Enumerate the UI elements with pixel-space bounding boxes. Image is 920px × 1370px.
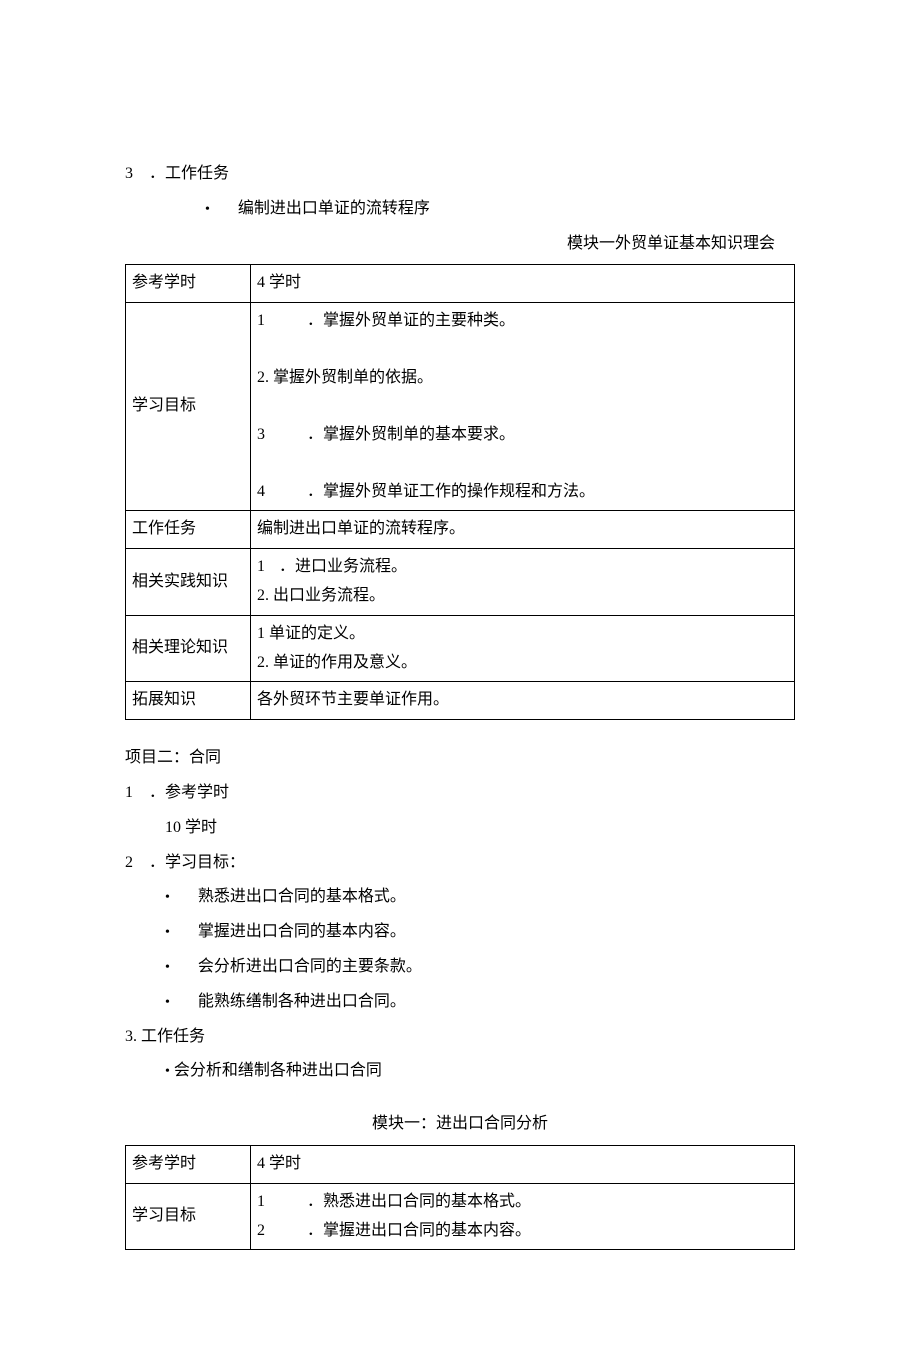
table-row: 相关实践知识 1 ．进口业务流程。 2. 出口业务流程。	[126, 549, 795, 616]
section2-item2-text: ．学习目标：	[149, 849, 245, 878]
bullet-icon: •	[165, 920, 170, 945]
cell-num: 3	[257, 421, 307, 450]
cell-text: 2. 出口业务流程。	[257, 582, 788, 611]
section2-item3-bullet: • 会分析和缮制各种进出口合同	[125, 1057, 795, 1086]
cell-num: 1	[257, 553, 279, 582]
table2-row2-value: 1 ．熟悉进出口合同的基本格式。 2 ．掌握进出口合同的基本内容。	[251, 1183, 795, 1250]
table1-row3-label: 工作任务	[126, 511, 251, 549]
section2-item1-value: 10 学时	[125, 814, 795, 843]
section1-bullet-1-text: 编制进出口单证的流转程序	[238, 195, 430, 224]
table1-row1-value: 4 学时	[251, 265, 795, 303]
section2-heading: 项目二：合同	[125, 744, 795, 773]
table-row: 相关理论知识 1 单证的定义。 2. 单证的作用及意义。	[126, 615, 795, 682]
section2-bullet-3-text: 会分析进出口合同的主要条款。	[198, 953, 422, 982]
section2-bullet-1: • 熟悉进出口合同的基本格式。	[125, 883, 795, 912]
table2-title: 模块一：进出口合同分析	[125, 1110, 795, 1139]
table1-title: 模块一外贸单证基本知识理会	[125, 230, 795, 259]
table1-row6-label: 拓展知识	[126, 682, 251, 720]
table-row: 拓展知识 各外贸环节主要单证作用。	[126, 682, 795, 720]
cell-text: ．熟悉进出口合同的基本格式。	[307, 1188, 531, 1217]
table-row: 学习目标 1 ．熟悉进出口合同的基本格式。 2 ．掌握进出口合同的基本内容。	[126, 1183, 795, 1250]
section2-item2: 2 ．学习目标：	[125, 849, 795, 878]
bullet-icon: •	[165, 990, 170, 1015]
section2-item1-text: ．参考学时	[149, 779, 229, 808]
table1: 参考学时 4 学时 学习目标 1 ．掌握外贸单证的主要种类。 2. 掌握外贸制单…	[125, 264, 795, 720]
section1-heading: 3 ．工作任务	[125, 160, 795, 189]
table2: 参考学时 4 学时 学习目标 1 ．熟悉进出口合同的基本格式。 2 ．掌握进出口…	[125, 1145, 795, 1250]
table1-row2-label: 学习目标	[126, 303, 251, 511]
section1-bullet-1: • 编制进出口单证的流转程序	[125, 195, 795, 224]
cell-text: 1 单证的定义。	[257, 620, 788, 649]
cell-text: ．掌握外贸单证的主要种类。	[307, 307, 515, 336]
cell-num: 1	[257, 307, 307, 336]
cell-text: ．掌握外贸单证工作的操作规程和方法。	[307, 478, 595, 507]
cell-text: ．掌握进出口合同的基本内容。	[307, 1217, 531, 1246]
table-row: 参考学时 4 学时	[126, 265, 795, 303]
table2-row1-label: 参考学时	[126, 1145, 251, 1183]
table1-row5-value: 1 单证的定义。 2. 单证的作用及意义。	[251, 615, 795, 682]
cell-text: ．掌握外贸制单的基本要求。	[307, 421, 515, 450]
table1-row2-value: 1 ．掌握外贸单证的主要种类。 2. 掌握外贸制单的依据。 3 ．掌握外贸制单的…	[251, 303, 795, 511]
table2-row1-value: 4 学时	[251, 1145, 795, 1183]
cell-text: 2. 掌握外贸制单的依据。	[257, 364, 788, 393]
section2-item3-bullet-text: 会分析和缮制各种进出口合同	[174, 1057, 382, 1086]
table1-row4-value: 1 ．进口业务流程。 2. 出口业务流程。	[251, 549, 795, 616]
table-row: 工作任务 编制进出口单证的流转程序。	[126, 511, 795, 549]
table1-row6-value: 各外贸环节主要单证作用。	[251, 682, 795, 720]
section2-item1-num: 1	[125, 779, 133, 808]
table-row: 参考学时 4 学时	[126, 1145, 795, 1183]
section2-item3: 3. 工作任务	[125, 1023, 795, 1052]
section2-bullet-2: • 掌握进出口合同的基本内容。	[125, 918, 795, 947]
section2-item1: 1 ．参考学时	[125, 779, 795, 808]
bullet-icon: •	[165, 955, 170, 980]
cell-text: ．进口业务流程。	[279, 553, 407, 582]
section2-bullet-4: • 能熟练缮制各种进出口合同。	[125, 988, 795, 1017]
cell-num: 4	[257, 478, 307, 507]
bullet-icon: •	[165, 885, 170, 910]
cell-text: 2. 单证的作用及意义。	[257, 649, 788, 678]
table-row: 学习目标 1 ．掌握外贸单证的主要种类。 2. 掌握外贸制单的依据。 3 ．掌握…	[126, 303, 795, 511]
section1-heading-num: 3	[125, 160, 133, 189]
section2-item2-num: 2	[125, 849, 133, 878]
section1-heading-text: ．工作任务	[149, 160, 229, 189]
table1-row3-value: 编制进出口单证的流转程序。	[251, 511, 795, 549]
table2-row2-label: 学习目标	[126, 1183, 251, 1250]
section2-bullet-4-text: 能熟练缮制各种进出口合同。	[198, 988, 406, 1017]
section2-bullet-3: • 会分析进出口合同的主要条款。	[125, 953, 795, 982]
table1-row1-label: 参考学时	[126, 265, 251, 303]
bullet-icon: •	[165, 1059, 170, 1084]
section2-bullet-2-text: 掌握进出口合同的基本内容。	[198, 918, 406, 947]
bullet-icon: •	[205, 197, 210, 222]
cell-num: 2	[257, 1217, 307, 1246]
table1-row5-label: 相关理论知识	[126, 615, 251, 682]
cell-num: 1	[257, 1188, 307, 1217]
table1-row4-label: 相关实践知识	[126, 549, 251, 616]
section2-bullet-1-text: 熟悉进出口合同的基本格式。	[198, 883, 406, 912]
